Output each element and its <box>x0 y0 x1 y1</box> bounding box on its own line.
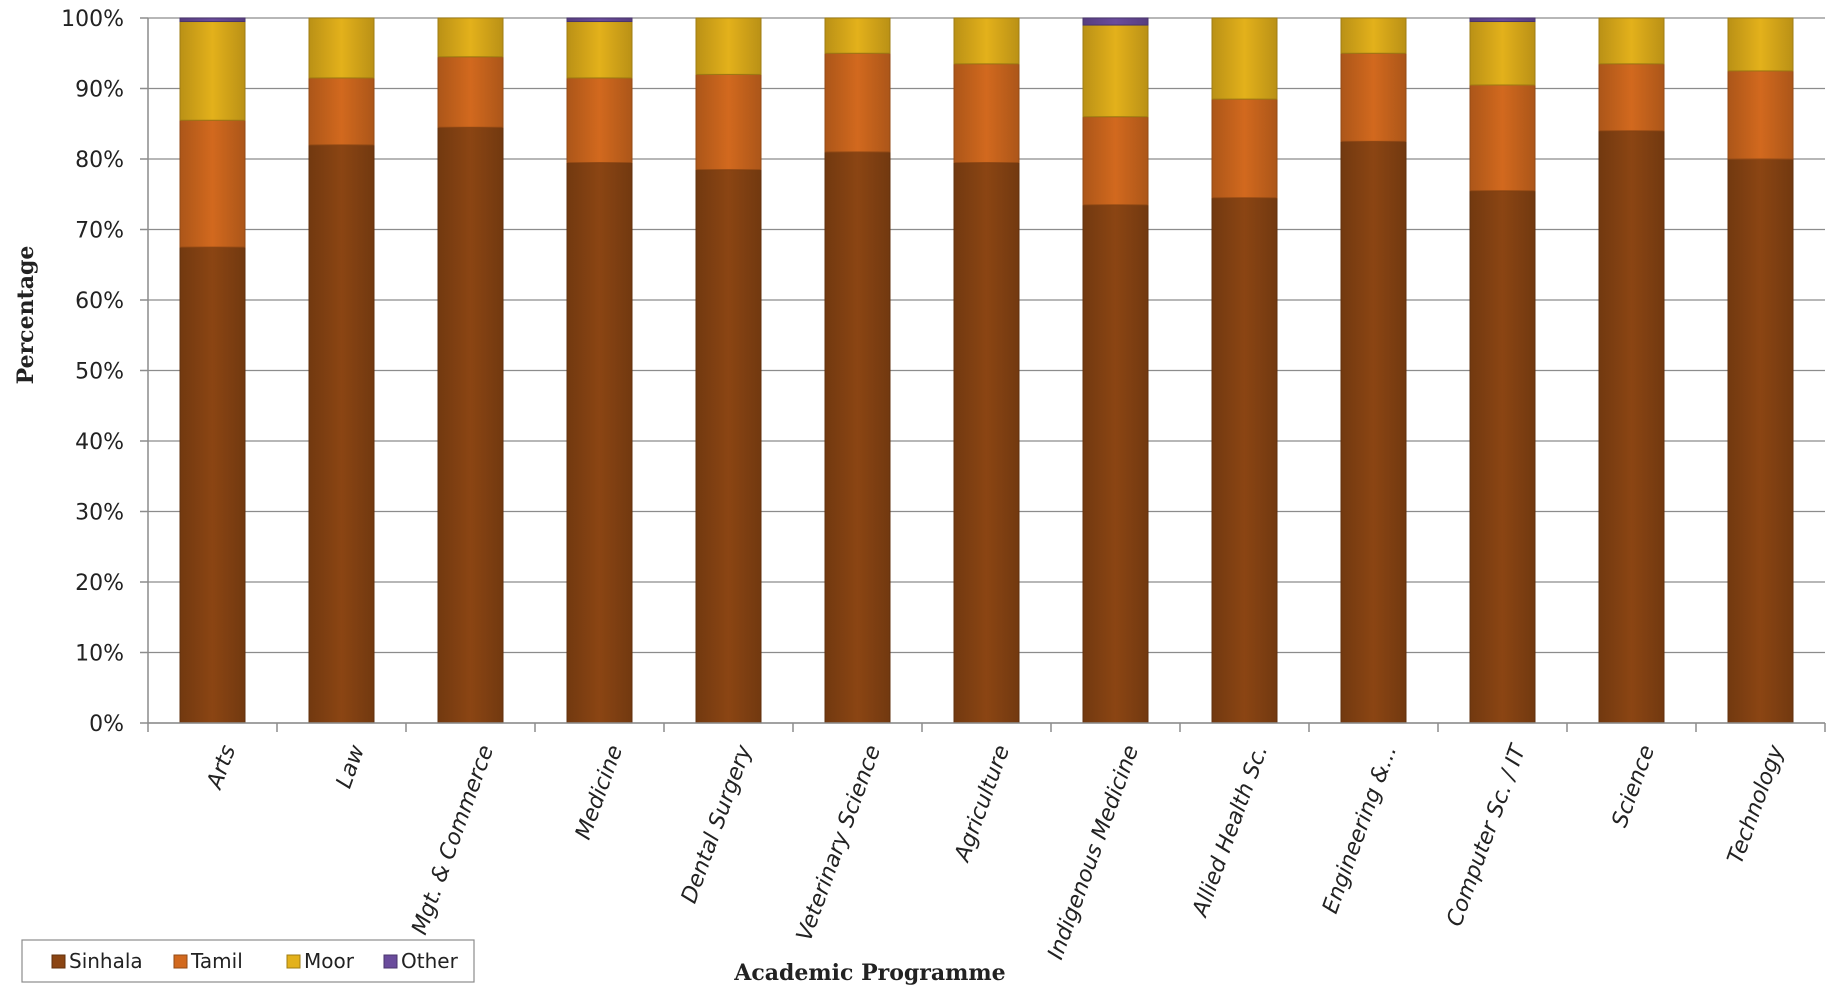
bar-segment-tamil <box>437 56 504 128</box>
y-tick-label: 50% <box>75 360 124 385</box>
bar-segment-tamil <box>824 52 891 153</box>
bar-segment-tamil <box>1211 98 1278 199</box>
bar-segment-tamil <box>308 77 375 146</box>
x-tick-label: Law <box>332 741 371 792</box>
y-tick-label: 80% <box>75 148 124 173</box>
legend-label-other: Other <box>401 949 459 973</box>
legend-swatch-tamil <box>173 954 188 969</box>
bar-segment-moor <box>1082 24 1149 118</box>
bar-segment-tamil <box>1727 70 1794 160</box>
bar-segment-sinhala <box>1727 158 1794 724</box>
bar-segment-moor <box>695 17 762 75</box>
legend-swatch-other <box>383 954 398 969</box>
x-tick-label: Computer Sc. / IT <box>1442 741 1531 930</box>
bar-segment-moor <box>1340 17 1407 54</box>
bar-segment-moor <box>824 17 891 54</box>
y-tick-label: 40% <box>75 430 124 455</box>
bar-segment-moor <box>179 21 246 121</box>
bar-segment-sinhala <box>953 162 1020 724</box>
y-axis-title: Percentage <box>13 246 39 385</box>
x-tick-label: Medicine <box>571 742 628 843</box>
x-tick-label: Indigenous Medicine <box>1043 742 1144 963</box>
bar-segment-moor <box>566 21 633 79</box>
y-tick-label: 70% <box>75 219 124 244</box>
bar-segment-sinhala <box>179 246 246 724</box>
bar-segment-sinhala <box>824 151 891 724</box>
x-tick-label: Arts <box>202 742 241 794</box>
x-tick-label: Agriculture <box>949 742 1015 867</box>
y-tick-label: 60% <box>75 289 124 314</box>
bar-segment-other <box>1469 17 1536 23</box>
legend-label-sinhala: Sinhala <box>69 949 143 973</box>
bar-segment-tamil <box>695 73 762 171</box>
x-tick-label: Mgt. & Commerce <box>407 742 499 938</box>
x-tick-label: Engineering &... <box>1318 742 1402 917</box>
y-tick-label: 30% <box>75 501 124 526</box>
x-tick-label: Dental Surgery <box>677 741 758 907</box>
x-tick-label: Science <box>1608 742 1661 831</box>
bar-segment-tamil <box>179 119 246 248</box>
bar-segment-tamil <box>1340 52 1407 142</box>
bar-segment-sinhala <box>437 126 504 724</box>
legend: Sinhala Tamil Moor Other <box>21 939 475 983</box>
bar-segment-sinhala <box>566 162 633 724</box>
y-tick-label: 20% <box>75 571 124 596</box>
bar-segment-tamil <box>1598 63 1665 132</box>
bar-segment-tamil <box>953 63 1020 164</box>
bar-segment-moor <box>953 17 1020 65</box>
bar-segment-other <box>566 17 633 23</box>
x-axis-title: Academic Programme <box>733 960 1005 986</box>
legend-label-moor: Moor <box>304 949 355 973</box>
x-tick-label: Veterinary Science <box>792 742 886 944</box>
legend-label-tamil: Tamil <box>190 949 243 973</box>
bar-segment-moor <box>1727 17 1794 72</box>
bar-segment-tamil <box>1469 84 1536 192</box>
bar-segment-sinhala <box>1340 140 1407 724</box>
axes <box>140 17 1826 732</box>
bar-segment-tamil <box>566 77 633 164</box>
bar-segment-sinhala <box>308 144 375 724</box>
x-tick-label: Allied Health Sc. <box>1187 742 1273 922</box>
bar-segment-other <box>1082 17 1149 26</box>
bar-segment-sinhala <box>1469 190 1536 724</box>
y-tick-label: 100% <box>61 7 124 32</box>
bar-segment-sinhala <box>695 169 762 724</box>
bar-segment-moor <box>1469 21 1536 86</box>
legend-box <box>21 939 475 983</box>
bar-segment-sinhala <box>1082 204 1149 724</box>
y-tick-label: 10% <box>75 642 124 667</box>
bar-segment-moor <box>308 17 375 79</box>
y-tick-label: 0% <box>89 712 124 737</box>
legend-swatch-moor <box>286 954 301 969</box>
bar-segment-sinhala <box>1211 197 1278 724</box>
bar-segment-tamil <box>1082 116 1149 206</box>
bar-segment-moor <box>437 17 504 58</box>
y-tick-label: 90% <box>75 78 124 103</box>
legend-swatch-sinhala <box>51 954 66 969</box>
bar-segment-moor <box>1598 17 1665 65</box>
x-tick-label: Technology <box>1723 741 1789 867</box>
bar-segment-other <box>179 17 246 23</box>
bar-segment-moor <box>1211 17 1278 100</box>
bar-segment-sinhala <box>1598 130 1665 724</box>
